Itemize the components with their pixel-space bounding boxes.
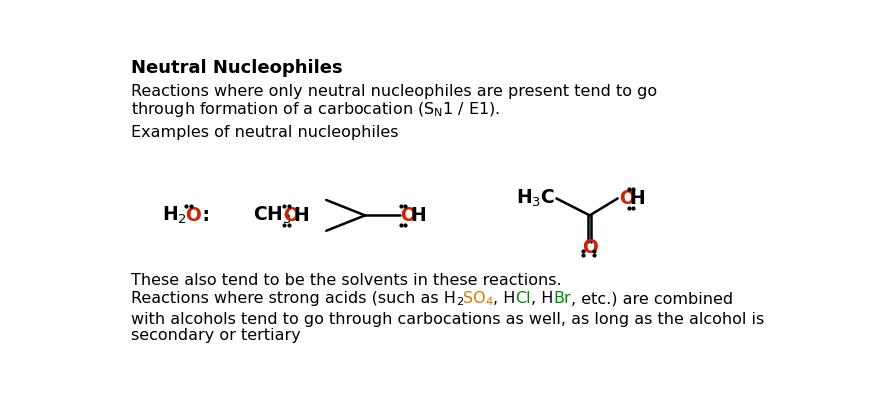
Text: SO: SO — [463, 291, 486, 306]
Text: Neutral Nucleophiles: Neutral Nucleophiles — [131, 59, 343, 77]
Text: O: O — [619, 189, 635, 208]
Text: These also tend to be the solvents in these reactions.: These also tend to be the solvents in th… — [131, 273, 562, 288]
Text: O: O — [185, 206, 201, 225]
Text: Cl: Cl — [516, 291, 531, 306]
Text: secondary or tertiary: secondary or tertiary — [131, 328, 301, 343]
Text: H$_2$: H$_2$ — [162, 205, 187, 226]
Text: H: H — [294, 206, 309, 225]
Text: with alcohols tend to go through carbocations as well, as long as the alcohol is: with alcohols tend to go through carboca… — [131, 312, 764, 327]
Text: Reactions where strong acids (such as H: Reactions where strong acids (such as H — [131, 291, 456, 306]
Text: 2: 2 — [456, 297, 463, 307]
Text: , H: , H — [493, 291, 516, 306]
Text: CH$_3$: CH$_3$ — [253, 205, 292, 226]
Text: Reactions where only neutral nucleophiles are present tend to go: Reactions where only neutral nucleophile… — [131, 84, 657, 99]
Text: through formation of a carbocation (S$_\mathregular{N}$1 / E1).: through formation of a carbocation (S$_\… — [131, 100, 500, 119]
Text: Examples of neutral nucleophiles: Examples of neutral nucleophiles — [131, 124, 399, 139]
Text: Br: Br — [553, 291, 571, 306]
Text: O: O — [284, 206, 300, 225]
Text: 4: 4 — [486, 297, 493, 307]
Text: , etc.) are combined: , etc.) are combined — [571, 291, 733, 306]
Text: :: : — [196, 206, 210, 225]
Text: , H: , H — [531, 291, 553, 306]
Text: H$_3$C: H$_3$C — [516, 188, 555, 209]
Text: O: O — [582, 238, 598, 257]
Text: H: H — [629, 189, 645, 208]
Text: O: O — [400, 206, 416, 225]
Text: H: H — [410, 206, 426, 225]
